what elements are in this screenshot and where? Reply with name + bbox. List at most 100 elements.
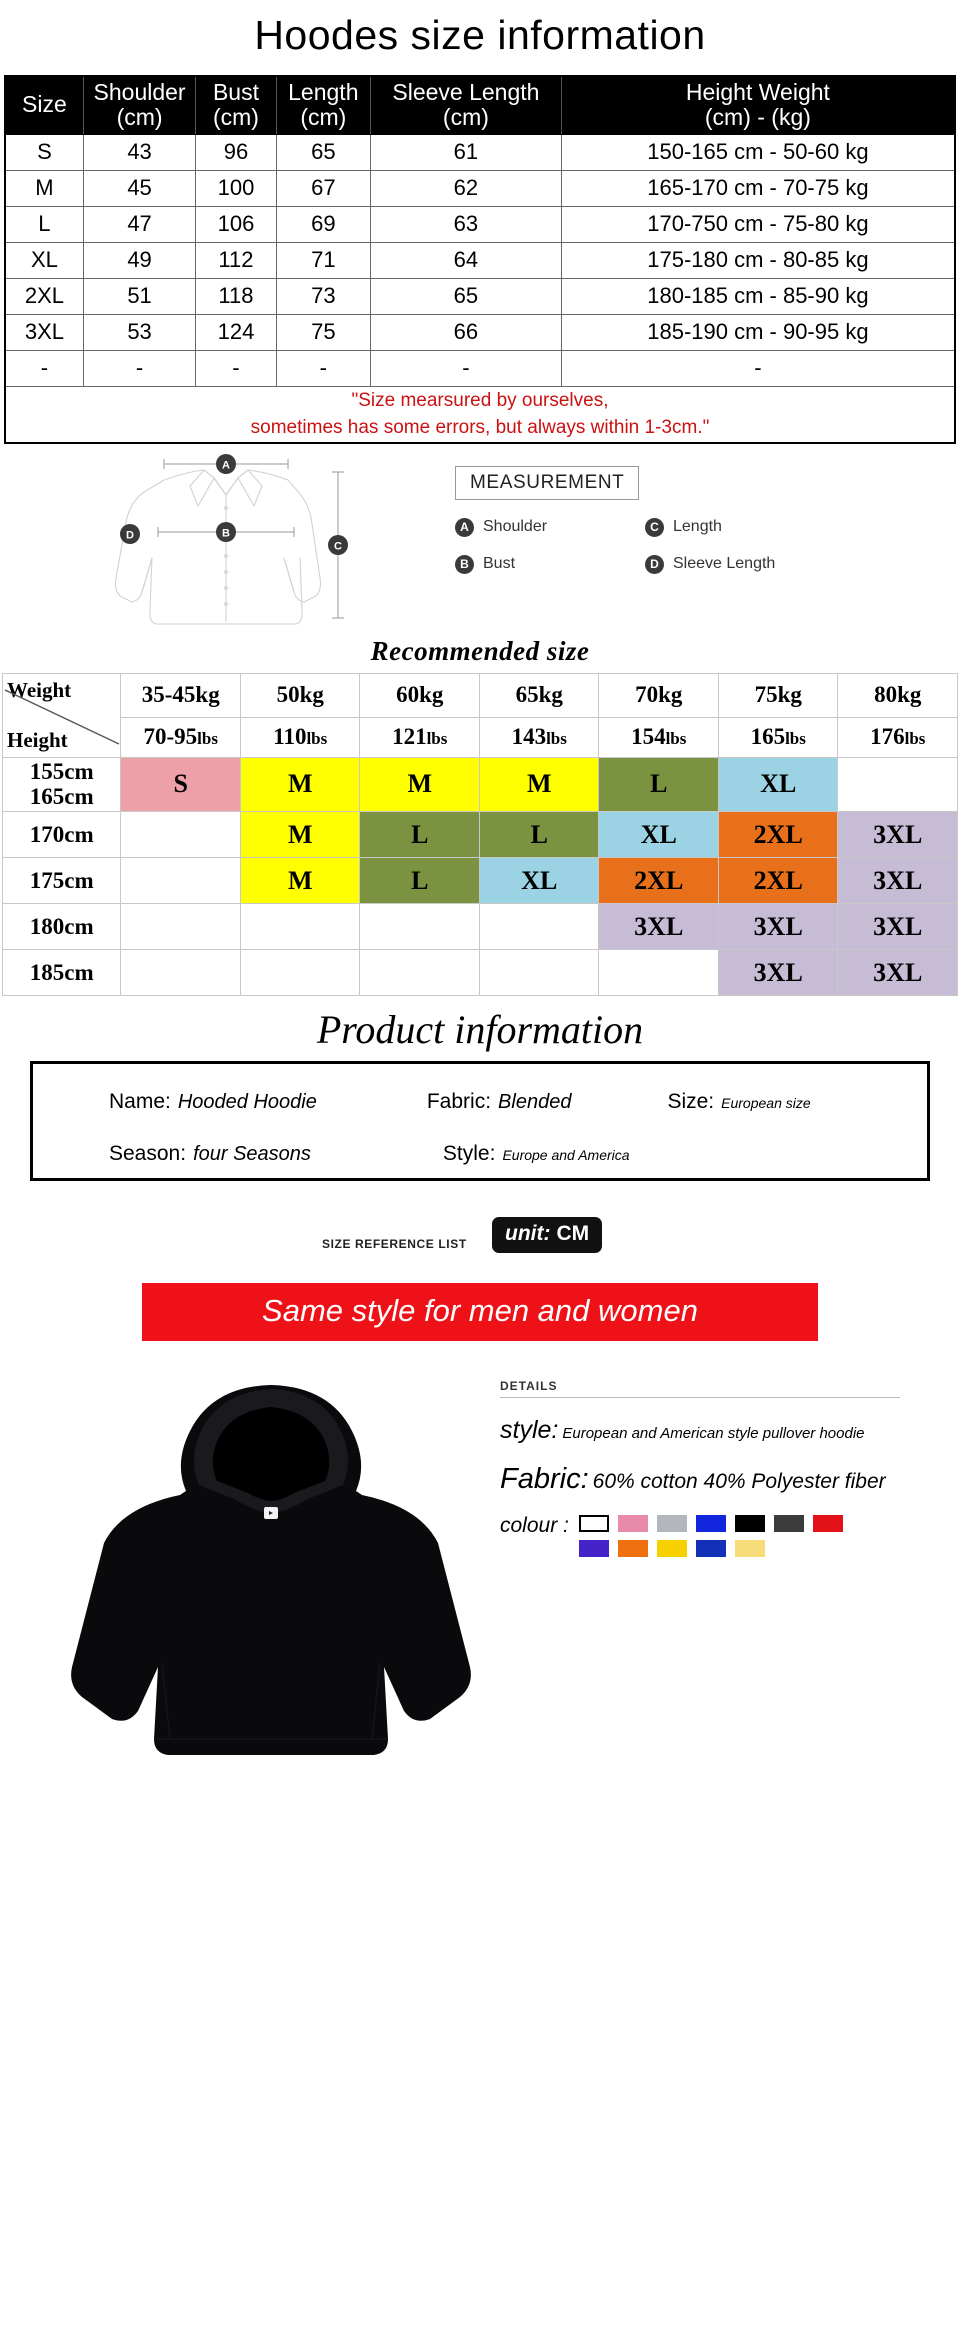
cell-bust: 124	[195, 313, 277, 351]
product-field-season: Season: four Seasons	[109, 1142, 311, 1166]
table-row: M 45 100 67 62 165-170 cm - 70-75 kg	[4, 169, 956, 207]
header-bust-text: Bust	[212, 78, 259, 105]
cell-size: M	[4, 169, 84, 207]
cell-length: 71	[275, 241, 372, 279]
lbs-number: 165	[750, 724, 786, 750]
weight-lbs-header: 121lbs	[359, 716, 480, 758]
height-line-1: 155cm	[29, 758, 94, 784]
header-sleeve-length: Sleeve Length (cm)	[370, 75, 562, 135]
size-cell-2xl: 2XL	[717, 811, 839, 859]
style-value: Europe and America	[502, 1147, 630, 1164]
recommended-matrix-row: 180cm 3XL 3XL 3XL	[1, 903, 958, 951]
cell-height-weight: 175-180 cm - 80-85 kg	[560, 241, 956, 279]
details-colour-label: colour :	[500, 1514, 569, 1538]
cell-size: L	[4, 205, 84, 243]
lbs-suffix: lbs	[904, 729, 926, 749]
details-fabric-label: Fabric:	[500, 1463, 589, 1496]
table-row: L 47 106 69 63 170-750 cm - 75-80 kg	[4, 205, 956, 243]
size-table-header: Size Shoulder (cm) Bust (cm) Length (cm)…	[4, 75, 956, 135]
size-table: Size Shoulder (cm) Bust (cm) Length (cm)…	[4, 75, 956, 444]
cell-sleeve: 65	[370, 277, 562, 315]
season-label: Season:	[109, 1142, 187, 1166]
colour-swatch[interactable]	[812, 1515, 843, 1533]
recommended-size-table: Weight Height 35-45kg 50kg 60kg 65kg 70kg 75k…	[1, 672, 958, 997]
colour-swatch-group	[578, 1515, 843, 1558]
header-length-text: Length	[288, 78, 359, 105]
lbs-number: 70-95	[143, 724, 198, 750]
disclaimer-cell: "Size mearsured by ourselves, sometimes …	[4, 385, 956, 444]
cell-height-weight: 180-185 cm - 85-90 kg	[560, 277, 956, 315]
height-line-1: 170cm	[29, 821, 94, 847]
disclaimer-line-2: sometimes has some errors, but always wi…	[250, 417, 710, 439]
details-style-row: style: European and American style pullo…	[500, 1416, 940, 1445]
svg-text:A: A	[222, 459, 230, 471]
size-cell-l: L	[478, 811, 600, 859]
details-style-value: European and American style pullover hoo…	[562, 1425, 865, 1443]
size-cell-l: L	[359, 811, 480, 859]
header-length-unit: (cm)	[300, 104, 347, 131]
colour-swatch[interactable]	[578, 1540, 609, 1558]
details-fabric-value: 60% cotton 40% Polyester fiber	[592, 1470, 886, 1494]
table-row: XL 49 112 71 64 175-180 cm - 80-85 kg	[4, 241, 956, 279]
header-length: Length (cm)	[275, 75, 372, 135]
weight-kg-header: 35-45kg	[120, 672, 241, 718]
cell-length: 73	[275, 277, 372, 315]
cell-bust: -	[195, 349, 277, 387]
badge-c-icon: C	[645, 517, 664, 537]
weight-kg-header: 70kg	[598, 672, 719, 718]
season-value: four Seasons	[193, 1143, 311, 1166]
badge-b-icon: B	[455, 554, 474, 574]
lbs-number: 110	[273, 724, 307, 750]
colour-swatch[interactable]	[656, 1540, 687, 1558]
colour-swatch[interactable]	[578, 1515, 609, 1533]
legend-label: Length	[673, 518, 722, 536]
colour-swatch[interactable]	[734, 1515, 765, 1533]
header-bust: Bust (cm)	[195, 75, 277, 135]
height-row-header: 185cm	[1, 949, 122, 997]
header-height-weight: Height Weight (cm) - (kg)	[560, 75, 956, 135]
cell-sleeve: 66	[370, 313, 562, 351]
legend-label: Shoulder	[483, 518, 548, 536]
name-value: Hooded Hoodie	[177, 1091, 317, 1114]
size-cell-2xl: 2XL	[717, 857, 839, 905]
header-bust-unit: (cm)	[212, 104, 259, 131]
recommended-lbs-row: 70-95lbs 110lbs 121lbs 143lbs 154lbs 165lbs 17…	[3, 716, 958, 758]
badge-d-icon: D	[645, 554, 664, 574]
size-cell-empty	[359, 949, 480, 997]
size-cell-empty	[239, 949, 361, 997]
size-cell-empty	[478, 949, 600, 997]
header-sleeve-unit: (cm)	[442, 104, 489, 131]
colour-swatch[interactable]	[656, 1515, 687, 1533]
height-line-1: 175cm	[29, 867, 94, 893]
weight-kg-header: 75kg	[717, 672, 839, 718]
legend-item-shoulder: A Shoulder	[455, 517, 645, 537]
colour-swatch[interactable]	[734, 1540, 765, 1558]
table-row: 3XL 53 124 75 66 185-190 cm - 90-95 kg	[4, 313, 956, 351]
colour-swatch[interactable]	[695, 1515, 726, 1533]
size-cell-empty	[598, 949, 719, 997]
size-cell-empty	[359, 903, 480, 951]
colour-swatch[interactable]	[617, 1540, 648, 1558]
cell-bust: 100	[195, 169, 277, 207]
fabric-label: Fabric:	[426, 1090, 492, 1114]
table-row: S 43 96 65 61 150-165 cm - 50-60 kg	[4, 133, 956, 171]
colour-swatch-row-1	[578, 1515, 843, 1533]
details-style-label: style:	[500, 1416, 559, 1445]
promo-banner: Same style for men and women	[142, 1283, 818, 1342]
cell-sleeve: -	[370, 349, 562, 387]
size-cell-3xl: 3XL	[717, 903, 839, 951]
colour-swatch[interactable]	[773, 1515, 804, 1533]
legend-item-bust: B Bust	[455, 554, 645, 574]
size-cell-2xl: 2XL	[598, 857, 719, 905]
header-shoulder: Shoulder (cm)	[82, 75, 197, 135]
fabric-value: Blended	[498, 1091, 572, 1114]
cell-shoulder: 45	[82, 169, 197, 207]
cell-bust: 112	[195, 241, 277, 279]
colour-swatch[interactable]	[617, 1515, 648, 1533]
size-cell-empty	[120, 949, 241, 997]
lbs-suffix: lbs	[306, 729, 328, 749]
weight-kg-header: 50kg	[239, 672, 361, 718]
disclaimer-line-1: "Size mearsured by ourselves,	[351, 389, 609, 411]
header-shoulder-unit: (cm)	[116, 104, 163, 131]
colour-swatch[interactable]	[695, 1540, 726, 1558]
